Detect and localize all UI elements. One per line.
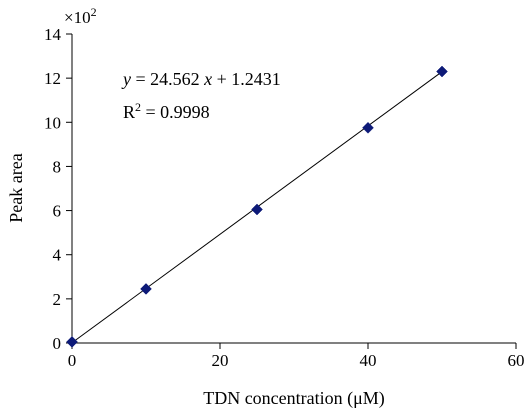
- data-point-4: [436, 65, 448, 78]
- regression-equation: y = 24.562 x + 1.2431: [121, 69, 281, 89]
- x-ticks: 0 20 40 60: [68, 343, 524, 370]
- x-tick-label-1: 20: [212, 351, 229, 370]
- x-tick-label-2: 40: [360, 351, 377, 370]
- equation-coefficient: = 24.562: [131, 69, 204, 89]
- data-point-2: [251, 203, 263, 216]
- x-tick-label-3: 60: [508, 351, 524, 370]
- data-point-1: [140, 283, 152, 295]
- data-point-3: [362, 121, 374, 134]
- y-multiplier-base: ×10: [64, 8, 91, 27]
- y-tick-label-4: 8: [53, 157, 62, 176]
- equation-x-var: x: [203, 69, 212, 89]
- y-tick-label-6: 12: [44, 69, 61, 88]
- y-multiplier-exponent: 2: [91, 5, 97, 19]
- equation-intercept: + 1.2431: [212, 69, 281, 89]
- r-squared-exponent: 2: [135, 100, 141, 114]
- r-squared-base: R: [123, 102, 135, 122]
- y-tick-label-1: 2: [53, 290, 62, 309]
- y-tick-label-7: 14: [44, 25, 62, 44]
- y-tick-label-0: 0: [53, 334, 62, 353]
- y-tick-label-2: 4: [53, 246, 62, 265]
- equation-y-var: y: [121, 69, 131, 89]
- data-point-0: [66, 336, 78, 348]
- y-tick-label-3: 6: [53, 202, 62, 221]
- r-squared-value: = 0.9998: [141, 102, 210, 122]
- x-tick-label-0: 0: [68, 351, 77, 370]
- y-axis-title: Peak area: [6, 153, 26, 222]
- y-ticks: 0 2 4 6 8 10 12 14: [44, 25, 72, 353]
- r-squared-label: R2 = 0.9998: [123, 100, 210, 122]
- y-multiplier-label: ×102: [64, 5, 97, 27]
- y-tick-label-5: 10: [44, 113, 61, 132]
- x-axis-title: TDN concentration (μM): [203, 388, 385, 409]
- data-markers: [66, 65, 448, 348]
